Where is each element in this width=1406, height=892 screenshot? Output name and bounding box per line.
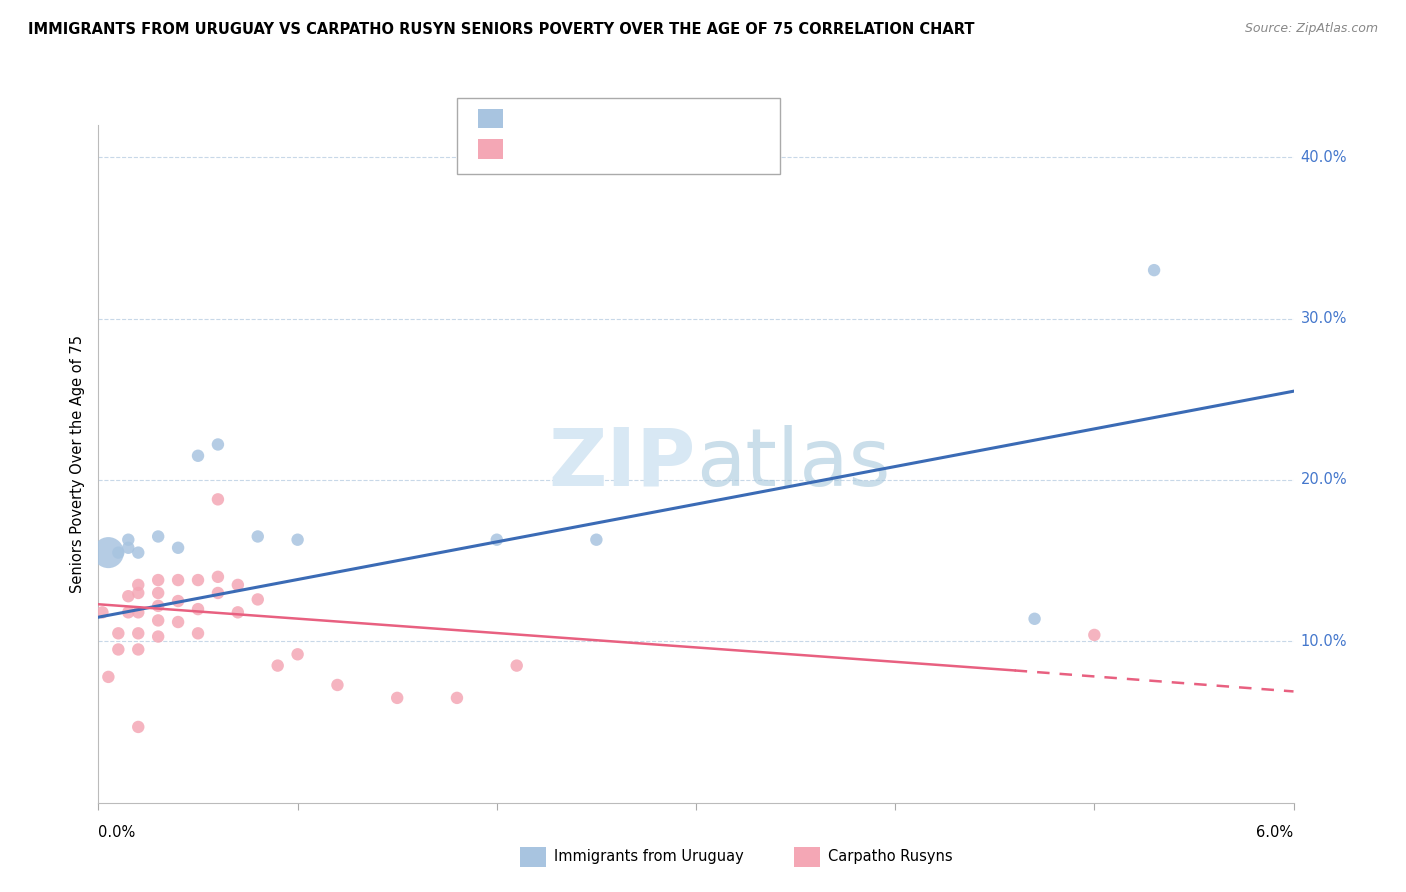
Point <box>107 546 129 560</box>
Point <box>1083 628 1105 642</box>
Text: Carpatho Rusyns: Carpatho Rusyns <box>828 849 953 863</box>
Point <box>207 437 229 451</box>
Point <box>117 533 139 547</box>
Point <box>506 658 529 673</box>
Text: Source: ZipAtlas.com: Source: ZipAtlas.com <box>1244 22 1378 36</box>
Text: Immigrants from Uruguay: Immigrants from Uruguay <box>554 849 744 863</box>
Text: N = 36: N = 36 <box>654 142 709 156</box>
Text: 30.0%: 30.0% <box>1301 311 1347 326</box>
Point <box>485 533 508 547</box>
Point <box>585 533 607 547</box>
Point <box>246 529 269 543</box>
Point <box>167 615 190 629</box>
Point <box>117 589 139 603</box>
Point <box>107 626 129 640</box>
Point <box>148 614 170 628</box>
Point <box>148 630 170 644</box>
Point <box>148 529 170 543</box>
Point <box>1024 612 1046 626</box>
Point <box>207 586 229 600</box>
Point <box>267 658 290 673</box>
Text: ZIP: ZIP <box>548 425 696 503</box>
Point <box>127 578 149 592</box>
Point <box>148 586 170 600</box>
Point <box>127 626 149 640</box>
Text: 40.0%: 40.0% <box>1301 150 1347 165</box>
Point <box>97 670 120 684</box>
Point <box>167 541 190 555</box>
Point <box>91 605 114 619</box>
Point <box>287 648 309 662</box>
Point <box>107 642 129 657</box>
Text: 6.0%: 6.0% <box>1257 825 1294 840</box>
Point <box>167 573 190 587</box>
Text: IMMIGRANTS FROM URUGUAY VS CARPATHO RUSYN SENIORS POVERTY OVER THE AGE OF 75 COR: IMMIGRANTS FROM URUGUAY VS CARPATHO RUSY… <box>28 22 974 37</box>
Point <box>226 578 249 592</box>
Point <box>127 720 149 734</box>
Point <box>207 570 229 584</box>
Text: 20.0%: 20.0% <box>1301 473 1347 488</box>
Y-axis label: Seniors Poverty Over the Age of 75: Seniors Poverty Over the Age of 75 <box>70 334 86 593</box>
Point <box>446 690 468 705</box>
Point <box>226 605 249 619</box>
Point <box>117 541 139 555</box>
Point <box>187 626 209 640</box>
Point <box>246 592 269 607</box>
Point <box>117 605 139 619</box>
Point <box>326 678 349 692</box>
Text: R = -0.132: R = -0.132 <box>512 142 591 156</box>
Text: atlas: atlas <box>696 425 890 503</box>
Point <box>127 642 149 657</box>
Point <box>385 690 409 705</box>
Point <box>1143 263 1166 277</box>
Point <box>207 492 229 507</box>
Point <box>287 533 309 547</box>
Point <box>127 546 149 560</box>
Point <box>187 573 209 587</box>
Point <box>187 602 209 616</box>
Text: 10.0%: 10.0% <box>1301 634 1347 648</box>
Point <box>97 546 120 560</box>
Point <box>187 449 209 463</box>
Point <box>127 605 149 619</box>
Point <box>148 599 170 613</box>
Text: N = 15: N = 15 <box>654 112 709 126</box>
Text: R = 0.402: R = 0.402 <box>512 112 585 126</box>
Point <box>148 573 170 587</box>
Text: 0.0%: 0.0% <box>98 825 135 840</box>
Point <box>167 594 190 608</box>
Point <box>127 586 149 600</box>
